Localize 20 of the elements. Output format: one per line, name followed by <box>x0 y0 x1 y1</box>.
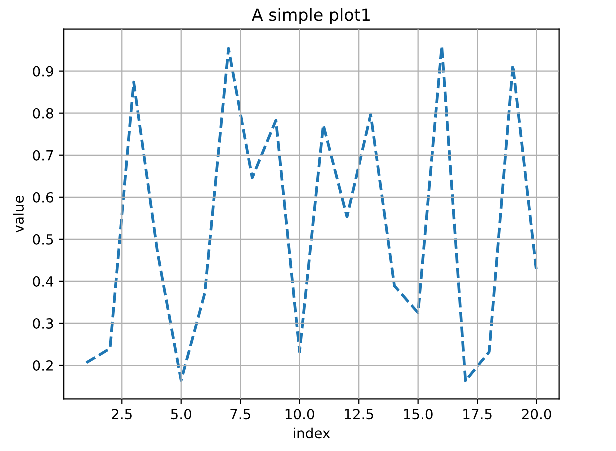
y-tick-label: 0.5 <box>33 234 54 245</box>
y-tick-label: 0.6 <box>33 192 54 203</box>
x-tick-label: 2.5 <box>112 409 132 420</box>
x-tick-label: 15.0 <box>404 409 433 420</box>
y-axis-title: value <box>13 196 24 233</box>
y-tick-label: 0.2 <box>33 360 53 371</box>
line-series <box>85 44 538 382</box>
x-tick-label: 17.5 <box>464 409 492 420</box>
x-tick-label: 20.0 <box>522 409 552 420</box>
y-tick-label: 0.7 <box>33 150 54 161</box>
x-tick-label: 7.5 <box>230 409 250 420</box>
chart-title: A simple plot1 <box>252 8 370 24</box>
y-tick-label: 0.3 <box>33 318 54 329</box>
y-tick-label: 0.4 <box>33 276 54 287</box>
x-tick-label: 12.5 <box>345 409 374 420</box>
x-tick-label: 10.0 <box>286 409 314 420</box>
x-axis-title: index <box>294 428 330 439</box>
x-tick-label: 5.0 <box>171 409 192 420</box>
y-tick-label: 0.9 <box>33 66 54 77</box>
y-tick-label: 0.8 <box>33 108 54 119</box>
